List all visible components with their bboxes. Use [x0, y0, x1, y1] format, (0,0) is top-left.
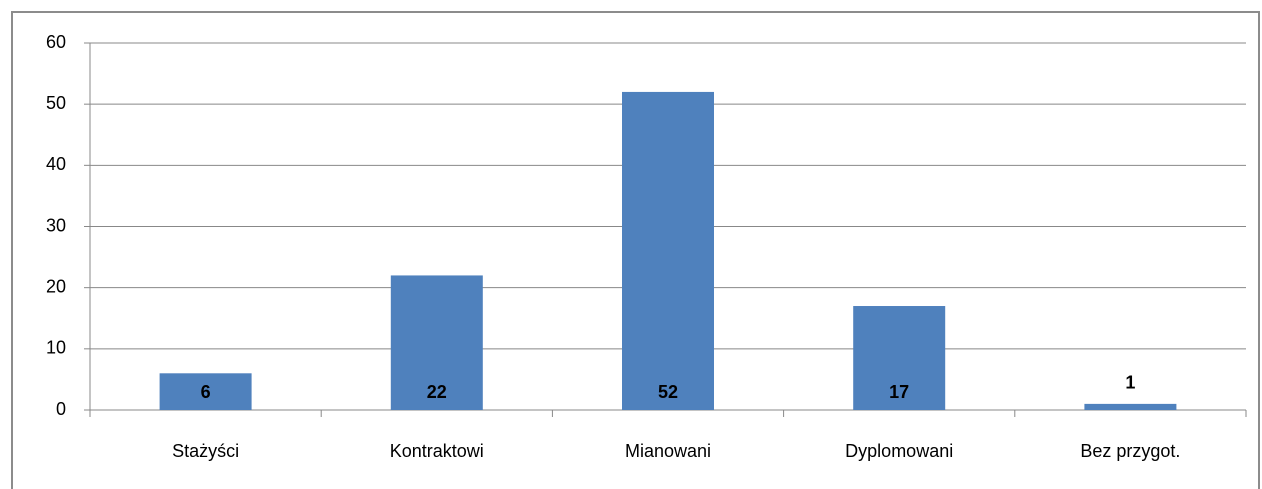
y-tick-label: 40 — [46, 154, 66, 174]
bar — [1084, 403, 1177, 410]
x-tick-label: Mianowani — [625, 441, 711, 461]
bar — [159, 373, 252, 410]
x-tick-label: Stażyści — [172, 441, 239, 461]
y-tick-label: 60 — [46, 32, 66, 52]
bar — [853, 306, 946, 410]
y-tick-label: 10 — [46, 338, 66, 358]
y-tick-label: 30 — [46, 215, 66, 235]
x-tick-label: Dyplomowani — [845, 441, 953, 461]
x-tick-label: Kontraktowi — [390, 441, 484, 461]
value-label: 52 — [658, 382, 678, 402]
bar — [390, 275, 483, 410]
value-label: 22 — [427, 382, 447, 402]
y-tick-label: 0 — [56, 399, 66, 419]
x-tick-label: Bez przygot. — [1080, 441, 1180, 461]
y-tick-label: 50 — [46, 93, 66, 113]
value-label: 17 — [889, 382, 909, 402]
y-tick-label: 20 — [46, 276, 66, 296]
value-label: 1 — [1125, 373, 1135, 393]
value-label: 6 — [201, 382, 211, 402]
bar — [622, 91, 714, 410]
